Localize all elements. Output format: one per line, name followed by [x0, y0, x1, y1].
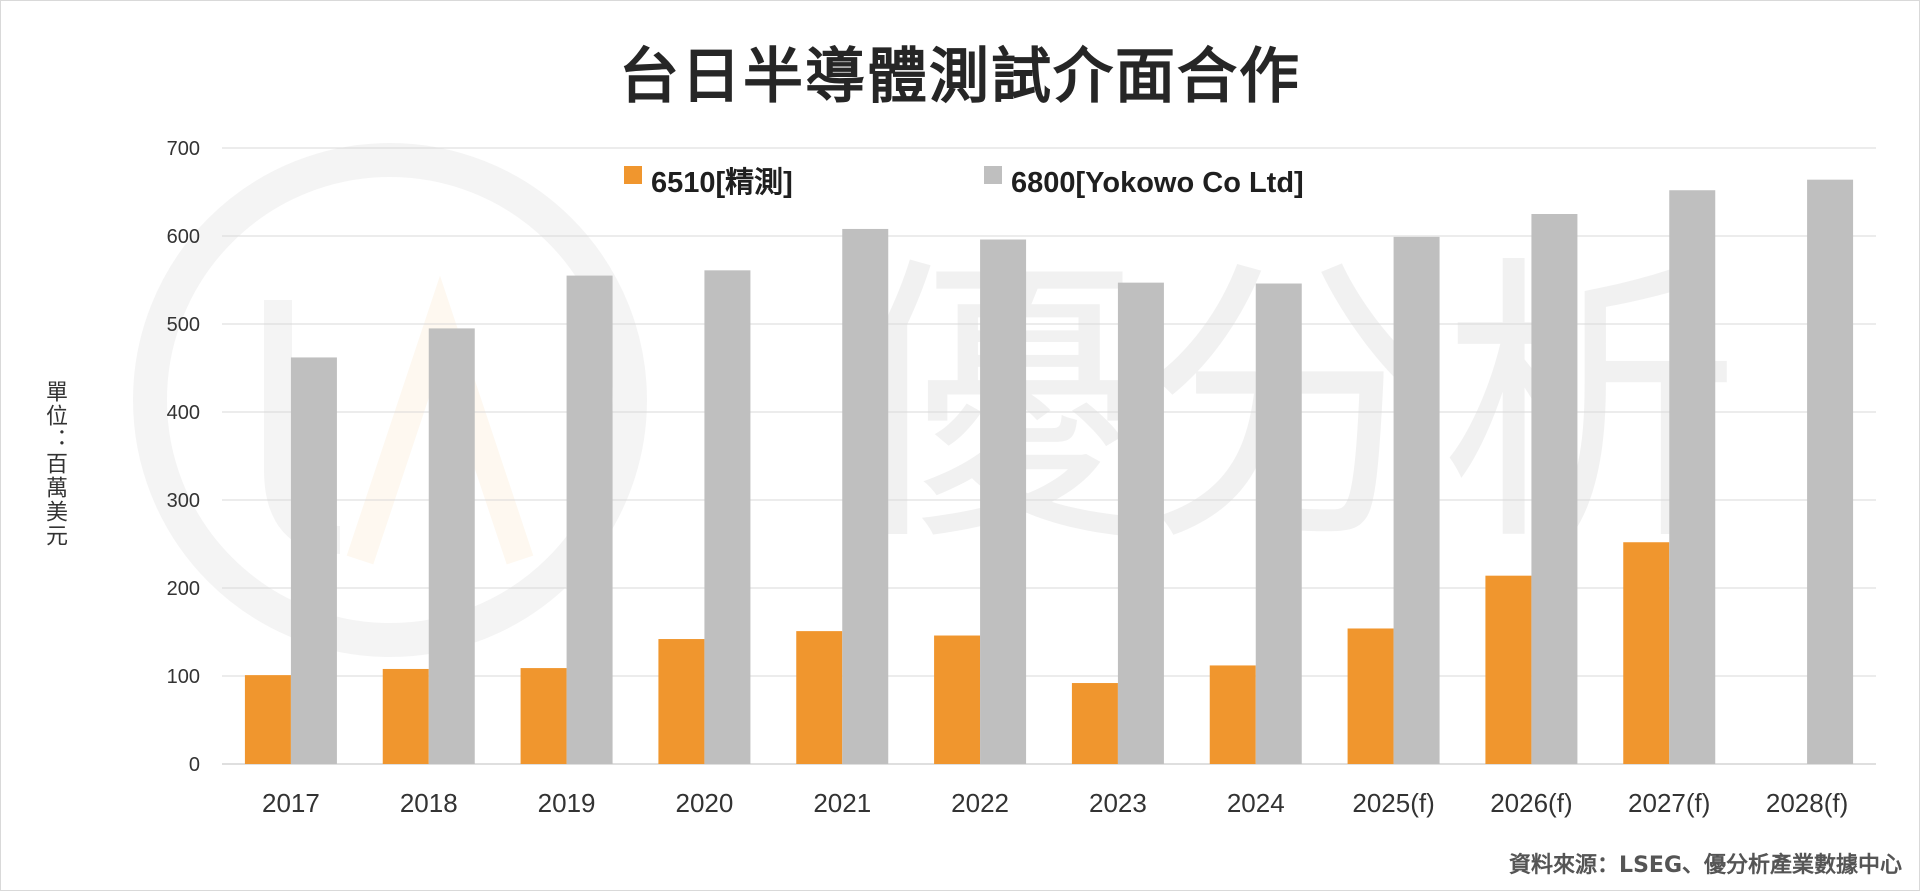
chart-title: 台日半導體測試介面合作: [619, 42, 1301, 112]
x-tick-label: 2022: [951, 788, 1009, 818]
y-tick-label: 400: [167, 402, 200, 424]
bars: [244, 179, 1854, 765]
bar-series-2: [566, 275, 613, 764]
legend-swatch: [984, 166, 1002, 184]
bar-series-1: [1347, 628, 1394, 764]
y-tick-label: 300: [167, 490, 200, 512]
x-tick-label: 2028(f): [1766, 788, 1848, 818]
bar-series-2: [1807, 179, 1854, 764]
x-tick-label: 2027(f): [1628, 788, 1710, 818]
bar-series-1: [934, 635, 981, 764]
y-tick-label: 0: [189, 754, 200, 776]
watermark-logo: 優分析: [133, 143, 1740, 657]
x-tick-label: 2018: [400, 788, 458, 818]
x-tick-label: 2023: [1089, 788, 1147, 818]
watermark-circle: [133, 143, 647, 657]
x-tick-label: 2025(f): [1352, 788, 1434, 818]
y-tick-label: 100: [167, 666, 200, 688]
bar-series-1: [244, 675, 291, 764]
bar-series-1: [1623, 542, 1670, 764]
bar-series-1: [658, 639, 705, 764]
bar-series-2: [704, 270, 751, 764]
bar-series-2: [1117, 282, 1164, 764]
bar-series-2: [428, 328, 475, 764]
legend-label: 6510[精測]: [651, 166, 793, 199]
y-tick-label: 700: [167, 138, 200, 160]
bar-series-2: [980, 239, 1027, 764]
gridlines: [222, 147, 1876, 765]
y-axis-ticks: 0 100 200 300 400 500 600 700: [167, 138, 200, 776]
bar-series-1: [382, 668, 429, 764]
y-tick-label: 500: [167, 314, 200, 336]
legend-swatch: [624, 166, 642, 184]
source-note: 資料來源：LSEG、優分析產業數據中心: [1509, 853, 1902, 878]
x-tick-label: 2021: [813, 788, 871, 818]
bar-series-2: [1669, 190, 1716, 765]
bar-series-2: [1255, 283, 1302, 764]
bar-series-2: [290, 357, 337, 764]
bar-series-2: [1531, 214, 1578, 764]
y-tick-label: 600: [167, 226, 200, 248]
x-tick-label: 2024: [1227, 788, 1285, 818]
watermark-a-stroke: [346, 275, 534, 565]
x-tick-label: 2017: [262, 788, 320, 818]
bar-series-1: [796, 631, 843, 764]
bar-series-1: [520, 668, 567, 764]
x-tick-label: 2026(f): [1490, 788, 1572, 818]
bar-series-2: [1393, 236, 1440, 764]
bar-series-1: [1485, 575, 1532, 764]
bar-series-2: [842, 228, 889, 764]
bar-series-1: [1071, 683, 1118, 764]
bar-series-1: [1209, 665, 1256, 764]
legend-label: 6800[Yokowo Co Ltd]: [1011, 167, 1304, 199]
x-axis-ticks: 2017 2018 2019 2020 2021 2022 2023 2024 2025(f) 2…: [262, 788, 1848, 818]
x-tick-label: 2019: [538, 788, 596, 818]
legend: 6510[精測] 6800[Yokowo Co Ltd]: [624, 166, 1304, 199]
x-tick-label: 2020: [675, 788, 733, 818]
y-tick-label: 200: [167, 578, 200, 600]
y-axis-label: 單位：百萬美元: [42, 380, 67, 548]
